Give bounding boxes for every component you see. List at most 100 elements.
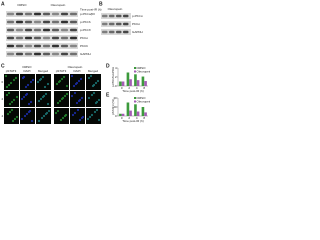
blot-band: [61, 52, 68, 56]
cell: [8, 110, 12, 114]
x-axis-label: Time post-IR (h): [122, 89, 144, 93]
x-tick-label: 4: [136, 116, 138, 120]
group-label: Oleuropein: [108, 7, 123, 11]
blot-band: [43, 52, 50, 56]
blot-band: [34, 12, 41, 16]
y-tick-label: 2: [115, 75, 117, 79]
cell: [73, 111, 77, 115]
bar: [144, 112, 147, 116]
blot-band: [102, 14, 108, 18]
blot-band: [16, 44, 23, 48]
blot-band: [43, 20, 50, 24]
cell: [75, 101, 79, 105]
cell: [6, 112, 10, 116]
cell: [29, 100, 33, 104]
blot-band: [70, 12, 77, 16]
cell: [26, 83, 30, 87]
blot-band: [43, 12, 50, 16]
column-label: pSTAT3: [6, 69, 17, 73]
cell: [10, 108, 14, 112]
row-label: PKCα: [132, 22, 140, 26]
bar: [119, 113, 122, 116]
cell: [37, 99, 41, 103]
cell: [12, 78, 16, 82]
cell: [90, 113, 94, 117]
blot-band: [123, 22, 129, 26]
column-label: Merged: [38, 69, 49, 73]
cell: [41, 75, 45, 79]
cell: [20, 97, 24, 101]
row-label: PKCδ: [80, 44, 88, 48]
micrograph: [70, 91, 85, 107]
group-label: DMSO: [18, 3, 28, 7]
cell: [40, 116, 44, 120]
cell: [39, 97, 43, 101]
blot-band: [102, 22, 108, 26]
blot-band: [7, 20, 14, 24]
y-axis-label: pSTAT3 (%): [111, 99, 115, 115]
cell: [44, 92, 48, 96]
blot-band: [123, 30, 129, 34]
bar: [136, 111, 140, 116]
cell: [15, 115, 19, 119]
column-label: pSTAT3: [56, 69, 67, 73]
micrograph: [54, 108, 69, 124]
row-label: GAPDH: [132, 30, 143, 34]
cell: [46, 102, 50, 106]
cell: [97, 98, 101, 102]
cell: [45, 111, 49, 115]
cell: [46, 82, 50, 86]
cell: [71, 113, 75, 117]
x-tick-label: 0: [121, 86, 123, 90]
blot-band: [109, 30, 115, 34]
cell: [58, 99, 62, 103]
blot-strip: [6, 11, 78, 17]
column-label: DAPI: [73, 69, 80, 73]
cell: [78, 98, 82, 102]
panel-label: E: [106, 92, 110, 98]
x-tick-label: 2: [128, 116, 130, 120]
row-label: p-PKCδ: [80, 20, 91, 24]
blot-band: [7, 28, 14, 32]
cell: [30, 119, 34, 123]
cell: [93, 110, 97, 114]
cell: [27, 102, 31, 106]
blot-band: [52, 28, 59, 32]
time-label: Time post-IR (h): [80, 7, 102, 11]
cell: [11, 119, 15, 123]
cell: [81, 115, 85, 119]
cell: [95, 100, 99, 104]
cell: [31, 78, 35, 82]
blot-band: [25, 20, 32, 24]
row-label: p-PKCα/βII: [80, 12, 95, 16]
y-axis-label: p-PKC/GAPDH: [111, 67, 115, 87]
cell: [92, 91, 96, 95]
row-label: 0 h: [2, 80, 7, 84]
blot-band: [70, 28, 77, 32]
row-label: PKCα: [80, 36, 88, 40]
y-tick-label: 0: [115, 84, 117, 88]
y-tick-label: 0: [115, 114, 117, 118]
blot-band: [109, 22, 115, 26]
blot-band: [61, 36, 68, 40]
x-tick-label: 8: [143, 86, 145, 90]
cell: [60, 77, 64, 81]
x-tick-label: 2: [128, 86, 130, 90]
blot-band: [7, 36, 14, 40]
blot-band: [43, 44, 50, 48]
blot-band: [52, 36, 59, 40]
blot-band: [52, 44, 59, 48]
column-label: DAPI: [23, 69, 30, 73]
cell: [90, 93, 94, 97]
blot-band: [16, 28, 23, 32]
cell: [9, 81, 13, 85]
x-axis-label: Time post-IR (h): [122, 119, 144, 123]
cell: [62, 75, 66, 79]
y-tick-label: 20: [113, 105, 117, 109]
blot-band: [16, 52, 23, 56]
legend-swatch: [134, 67, 136, 69]
row-label: p-PKCθ: [80, 28, 91, 32]
x-tick-label: 8: [143, 116, 145, 120]
cell: [92, 83, 96, 87]
cell: [80, 96, 84, 100]
